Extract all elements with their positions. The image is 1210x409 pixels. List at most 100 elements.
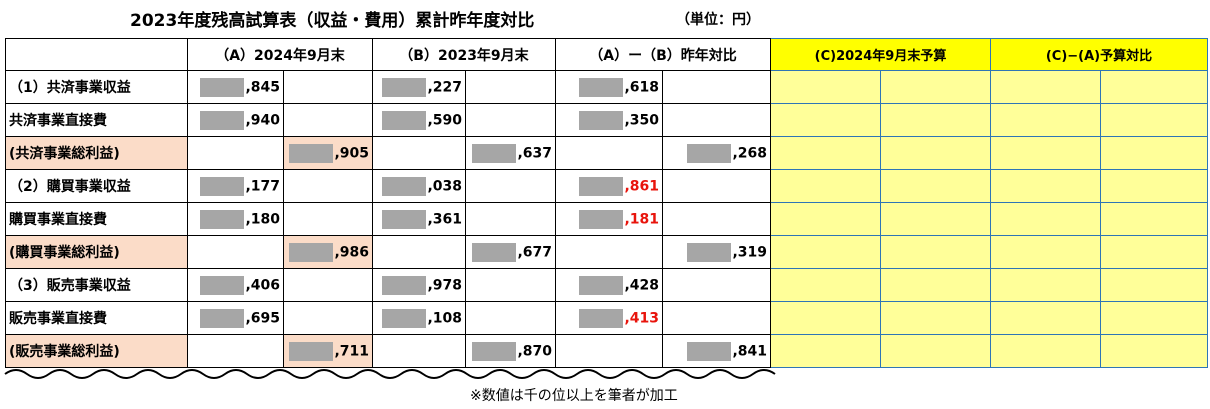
row-label: 販売事業直接費 [5,301,188,335]
value-cell [283,70,373,104]
value-cell: ,268 [662,136,771,170]
value-text: ,940 [245,112,280,128]
table-row: 共済事業直接費 ,940 ,590 ,350 [5,103,1208,137]
budget-cell [770,334,881,368]
budget-cell [990,235,1101,269]
masked-digits [382,275,427,295]
budget-cell [1100,235,1208,269]
value-cell [283,202,373,236]
value-cell: ,861 [555,169,663,203]
budget-cell [770,235,881,269]
value-cell [187,235,284,269]
masked-digits [382,77,427,97]
value-cell [555,136,663,170]
masked-digits [200,275,245,295]
budget-cell [990,70,1101,104]
value-cell [187,334,284,368]
value-cell [662,103,771,137]
budget-cell [770,301,881,335]
budget-cell [880,301,991,335]
value-text: ,618 [624,79,659,95]
table-body: （1）共済事業収益 ,845 ,227 ,618 共済事業直接費 ,940 ,590 ,350… [5,70,1208,368]
budget-cell [1100,301,1208,335]
column-header: （A）2024年9月末 [187,38,373,71]
value-cell [555,235,663,269]
masked-digits [200,209,245,229]
column-header: （B）2023年9月末 [372,38,556,71]
row-label: (販売事業総利益) [5,334,188,368]
row-label: 共済事業直接費 [5,103,188,137]
value-cell [662,169,771,203]
value-text: ,227 [427,79,462,95]
masked-digits [472,341,517,361]
value-text: ,870 [517,343,552,359]
masked-digits [289,341,334,361]
value-text: ,861 [624,178,659,194]
value-cell: ,986 [283,235,373,269]
value-cell: ,711 [283,334,373,368]
budget-cell [990,202,1101,236]
value-text: ,590 [427,112,462,128]
value-cell: ,350 [555,103,663,137]
value-text: ,413 [624,310,659,326]
table-row: (共済事業総利益) ,905 ,637 ,268 [5,136,1208,170]
masked-digits [687,242,732,262]
budget-cell [770,202,881,236]
masked-digits [289,143,334,163]
masked-digits [579,209,624,229]
value-cell [465,301,556,335]
budget-cell [990,103,1101,137]
table-row: (販売事業総利益) ,711 ,870 ,841 [5,334,1208,368]
value-cell: ,940 [187,103,284,137]
value-cell: ,841 [662,334,771,368]
value-cell: ,361 [372,202,466,236]
budget-cell [990,169,1101,203]
value-cell: ,695 [187,301,284,335]
budget-cell [880,169,991,203]
budget-cell [880,235,991,269]
budget-cell [770,103,881,137]
budget-cell [990,334,1101,368]
masked-digits [579,275,624,295]
value-cell [283,301,373,335]
value-cell: ,038 [372,169,466,203]
value-cell: ,108 [372,301,466,335]
value-text: ,180 [245,211,280,227]
value-text: ,986 [334,244,369,260]
value-text: ,350 [624,112,659,128]
value-cell: ,428 [555,268,663,302]
value-cell [662,202,771,236]
masked-digits [687,143,732,163]
row-label: （1）共済事業収益 [5,70,188,104]
value-text: ,695 [245,310,280,326]
value-text: ,181 [624,211,659,227]
value-cell: ,181 [555,202,663,236]
value-cell: ,618 [555,70,663,104]
value-cell: ,637 [465,136,556,170]
value-text: ,711 [334,343,369,359]
budget-cell [770,169,881,203]
value-cell [372,235,466,269]
value-text: ,319 [732,244,767,260]
table-row: 販売事業直接費 ,695 ,108 ,413 [5,301,1208,335]
budget-cell [990,136,1101,170]
value-text: ,905 [334,145,369,161]
masked-digits [200,77,245,97]
row-label: (購買事業総利益) [5,235,188,269]
title: 2023年度残高試算表（収益・費用）累計昨年度対比 [130,11,535,31]
masked-digits [579,176,624,196]
table: （A）2024年9月末 （B）2023年9月末 （A）ー（B）昨年対比 (C)2024… [5,38,1208,368]
value-text: ,108 [427,310,462,326]
value-text: ,637 [517,145,552,161]
table-row: （3）販売事業収益 ,406 ,978 ,428 [5,268,1208,302]
value-text: ,841 [732,343,767,359]
budget-cell [880,268,991,302]
value-cell: ,406 [187,268,284,302]
masked-digits [382,308,427,328]
masked-digits [579,110,624,130]
value-cell: ,905 [283,136,373,170]
value-cell: ,845 [187,70,284,104]
budget-cell [1100,136,1208,170]
masked-digits [382,209,427,229]
